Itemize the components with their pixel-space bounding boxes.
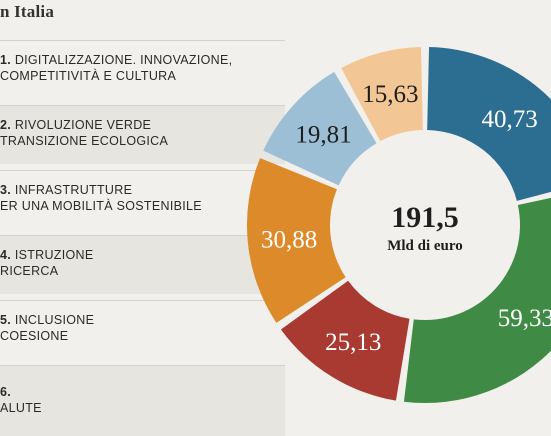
slice-label-4: 30,88	[261, 226, 317, 253]
donut-slice-1	[427, 47, 551, 201]
legend-code: 6.	[0, 385, 12, 399]
legend-code: 3.	[0, 183, 12, 197]
slice-label-3: 25,13	[325, 329, 381, 356]
legend-item-m6: 6. ALUTE	[0, 365, 285, 436]
legend-item-m1: 1. DIGITALIZZAZIONE. INNOVAZIONE, COMPETI…	[0, 40, 285, 99]
legend-code: 5.	[0, 313, 12, 327]
legend-code: 4.	[0, 248, 12, 262]
legend-label-line2: RICERCA	[0, 264, 59, 278]
legend-label-line1: INFRASTRUTTURE	[14, 183, 133, 197]
slice-label-6: 15,63	[362, 81, 418, 108]
donut-slice-4	[246, 158, 346, 323]
donut-slice-6	[341, 47, 423, 142]
slice-label-2: 59,33	[498, 305, 551, 332]
slice-label-5: 19,81	[295, 122, 351, 149]
legend-label-line1: INCLUSIONE	[14, 313, 95, 327]
legend-code: 2.	[0, 118, 12, 132]
legend-label-line1: DIGITALIZZAZIONE. INNOVAZIONE,	[14, 53, 233, 67]
center-total-unit: Mld di euro	[387, 238, 463, 254]
legend-item-m5: 5. INCLUSIONE COESIONE	[0, 300, 285, 359]
legend-item-m3: 3. INFRASTRUTTURE ER UNA MOBILITÀ SOSTENI…	[0, 170, 285, 229]
legend-label-line2: ALUTE	[0, 401, 42, 415]
legend-label-line2: TRANSIZIONE ECOLOGICA	[0, 134, 169, 148]
legend-label-line1: ISTRUZIONE	[14, 248, 94, 262]
center-total-value: 191,5	[391, 201, 459, 234]
legend-label-line2: COESIONE	[0, 329, 69, 343]
legend-label-line2: ER UNA MOBILITÀ SOSTENIBILE	[0, 199, 202, 213]
legend-code: 1.	[0, 53, 12, 67]
legend-label-line1: RIVOLUZIONE VERDE	[14, 118, 152, 132]
chart-title: n Italia	[0, 2, 55, 21]
slice-label-1: 40,73	[481, 106, 537, 133]
legend-item-m4: 4. ISTRUZIONE RICERCA	[0, 235, 285, 294]
legend-item-m2: 2. RIVOLUZIONE VERDE TRANSIZIONE ECOLOGIC…	[0, 105, 285, 164]
donut-slice-2	[403, 197, 551, 403]
legend-label-line2: COMPETITIVITÀ E CULTURA	[0, 69, 177, 83]
donut-slice-3	[280, 280, 410, 401]
donut-slice-5	[263, 71, 377, 186]
